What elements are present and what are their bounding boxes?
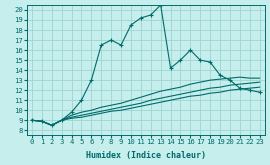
X-axis label: Humidex (Indice chaleur): Humidex (Indice chaleur) <box>86 151 206 160</box>
